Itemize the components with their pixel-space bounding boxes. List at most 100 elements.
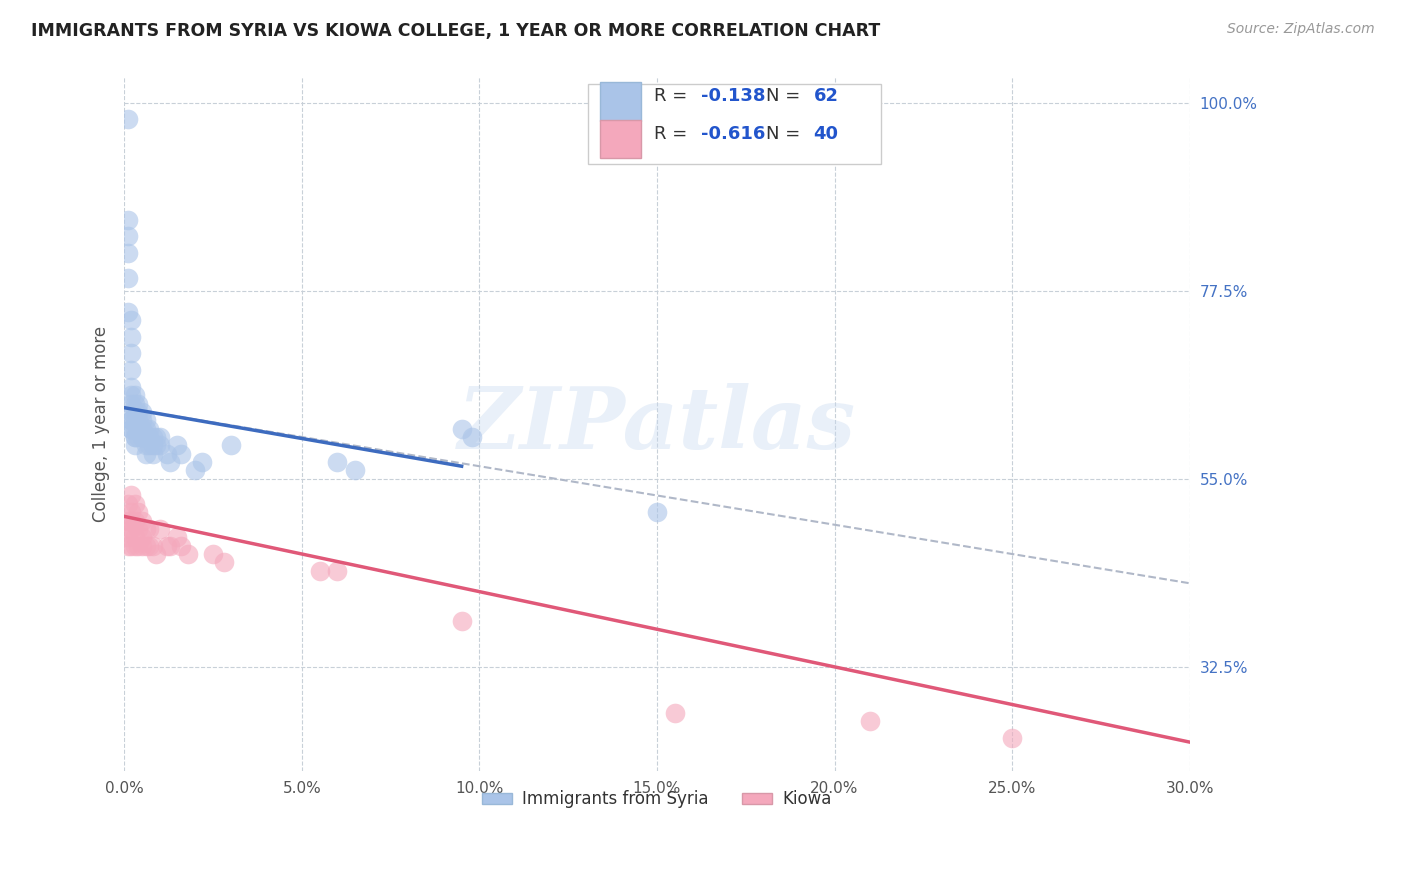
Point [124, 430, 146, 444]
Point [127, 396, 149, 410]
Point [450, 614, 472, 628]
Point [120, 488, 142, 502]
Point [142, 447, 165, 461]
Point [859, 714, 882, 729]
Point [117, 522, 139, 536]
Text: -0.138: -0.138 [700, 87, 765, 105]
Point [131, 413, 153, 427]
Point [159, 455, 181, 469]
Point [124, 413, 146, 427]
Point [170, 539, 193, 553]
Point [120, 539, 142, 553]
Point [117, 246, 139, 260]
Text: 40: 40 [814, 125, 838, 143]
Text: R =: R = [654, 125, 693, 143]
Point [127, 421, 149, 435]
Point [120, 388, 142, 402]
Point [138, 438, 160, 452]
Point [127, 505, 149, 519]
Point [120, 413, 142, 427]
Point [145, 547, 167, 561]
Point [1001, 731, 1024, 745]
Point [664, 706, 686, 720]
Point [127, 430, 149, 444]
Point [124, 497, 146, 511]
Point [138, 430, 160, 444]
Point [135, 421, 157, 435]
Point [120, 380, 142, 394]
Text: Source: ZipAtlas.com: Source: ZipAtlas.com [1227, 22, 1375, 37]
Point [117, 229, 139, 244]
FancyBboxPatch shape [600, 82, 641, 120]
Point [117, 112, 139, 127]
Point [120, 413, 142, 427]
Point [156, 447, 179, 461]
Point [120, 313, 142, 327]
Point [142, 438, 165, 452]
Point [124, 530, 146, 544]
Point [120, 346, 142, 360]
Point [219, 438, 242, 452]
Point [120, 505, 142, 519]
Text: N =: N = [766, 87, 806, 105]
Text: N =: N = [766, 125, 806, 143]
Point [166, 530, 188, 544]
Point [124, 388, 146, 402]
Point [138, 522, 160, 536]
Point [149, 430, 172, 444]
Point [120, 514, 142, 528]
Point [120, 405, 142, 419]
Point [177, 547, 200, 561]
Point [166, 438, 188, 452]
Point [461, 430, 484, 444]
Point [117, 497, 139, 511]
Point [145, 438, 167, 452]
Text: -0.616: -0.616 [700, 125, 765, 143]
Point [117, 212, 139, 227]
Point [124, 438, 146, 452]
Point [308, 564, 330, 578]
Text: 62: 62 [814, 87, 838, 105]
Point [120, 421, 142, 435]
Point [117, 304, 139, 318]
Point [145, 430, 167, 444]
Point [124, 405, 146, 419]
Point [138, 539, 160, 553]
Point [120, 329, 142, 343]
Legend: Immigrants from Syria, Kiowa: Immigrants from Syria, Kiowa [475, 784, 838, 815]
Point [159, 539, 181, 553]
Point [120, 522, 142, 536]
Point [131, 539, 153, 553]
Point [149, 522, 172, 536]
Point [124, 430, 146, 444]
Point [131, 421, 153, 435]
Point [127, 413, 149, 427]
Point [117, 514, 139, 528]
FancyBboxPatch shape [600, 120, 641, 158]
Point [135, 522, 157, 536]
Text: IMMIGRANTS FROM SYRIA VS KIOWA COLLEGE, 1 YEAR OR MORE CORRELATION CHART: IMMIGRANTS FROM SYRIA VS KIOWA COLLEGE, … [31, 22, 880, 40]
Point [202, 547, 225, 561]
Y-axis label: College, 1 year or more: College, 1 year or more [93, 326, 110, 523]
Point [117, 539, 139, 553]
Point [124, 421, 146, 435]
Point [156, 539, 179, 553]
Point [120, 363, 142, 377]
Point [138, 421, 160, 435]
Point [124, 539, 146, 553]
Point [135, 430, 157, 444]
Point [131, 514, 153, 528]
Point [149, 438, 172, 452]
Point [135, 447, 157, 461]
Point [127, 539, 149, 553]
Point [131, 405, 153, 419]
Point [124, 514, 146, 528]
Point [135, 438, 157, 452]
Point [191, 455, 214, 469]
Point [127, 522, 149, 536]
FancyBboxPatch shape [588, 85, 880, 164]
Point [212, 555, 235, 569]
Point [326, 455, 349, 469]
Point [142, 430, 165, 444]
Point [135, 413, 157, 427]
